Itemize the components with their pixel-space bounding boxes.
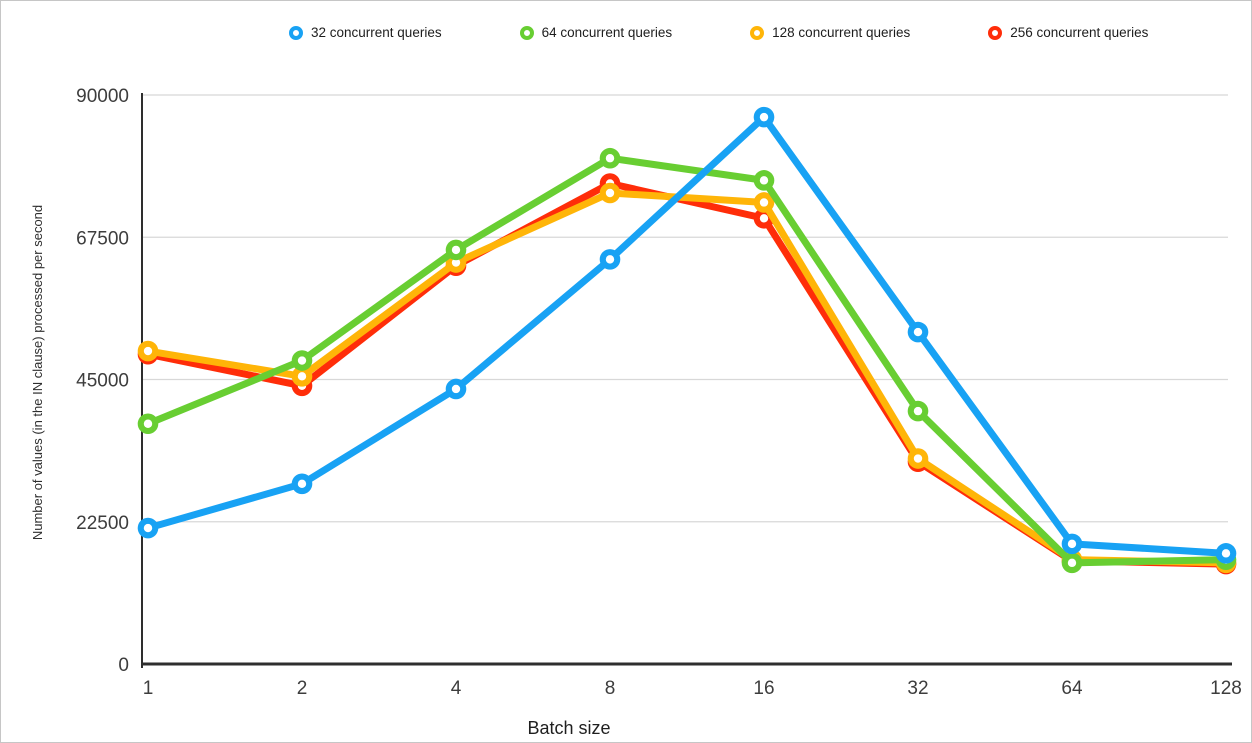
series-line bbox=[144, 113, 1230, 557]
x-tick-label: 32 bbox=[907, 678, 928, 699]
chart-legend: 32 concurrent queries 64 concurrent queri… bbox=[289, 25, 1148, 40]
legend-ring-icon bbox=[988, 25, 1003, 40]
x-tick-label: 64 bbox=[1061, 678, 1083, 699]
data-point-hole bbox=[143, 346, 153, 356]
legend-ring-icon bbox=[289, 25, 303, 40]
data-point-hole bbox=[605, 188, 615, 198]
data-point-hole bbox=[1067, 558, 1077, 568]
legend-item: 64 concurrent queries bbox=[519, 25, 673, 40]
legend-label: 256 concurrent queries bbox=[1010, 25, 1149, 40]
data-point-hole bbox=[1067, 539, 1077, 549]
data-point-hole bbox=[759, 198, 769, 207]
legend-label: 128 concurrent queries bbox=[772, 25, 911, 40]
y-tick-label: 22500 bbox=[76, 513, 129, 534]
x-tick-label: 4 bbox=[451, 678, 462, 699]
data-point-hole bbox=[451, 245, 461, 255]
data-point-hole bbox=[759, 112, 769, 122]
y-tick-label: 0 bbox=[118, 655, 129, 676]
data-point-hole bbox=[297, 372, 307, 381]
x-tick-label: 8 bbox=[605, 678, 616, 699]
data-point-hole bbox=[297, 479, 307, 489]
x-axis-title: Batch size bbox=[527, 718, 611, 738]
data-point-hole bbox=[143, 419, 153, 428]
series-line bbox=[144, 154, 1230, 567]
legend-ring-icon bbox=[519, 25, 534, 40]
series-line bbox=[144, 189, 1230, 567]
data-point-hole bbox=[913, 454, 923, 463]
x-tick-label: 128 bbox=[1210, 678, 1242, 699]
legend-label: 64 concurrent queries bbox=[541, 25, 673, 40]
data-point-hole bbox=[913, 406, 923, 416]
legend-item: 32 concurrent queries bbox=[289, 25, 442, 40]
data-point-hole bbox=[1221, 549, 1231, 558]
legend-ring-icon bbox=[750, 25, 765, 40]
legend-item: 256 concurrent queries bbox=[988, 25, 1148, 40]
data-point-hole bbox=[451, 384, 461, 394]
data-point-hole bbox=[605, 154, 615, 163]
data-point-hole bbox=[297, 356, 307, 365]
y-tick-label: 90000 bbox=[76, 86, 129, 107]
data-point-hole bbox=[759, 214, 769, 223]
x-tick-label: 1 bbox=[143, 678, 154, 699]
data-point-hole bbox=[913, 327, 923, 337]
data-point-hole bbox=[143, 523, 153, 533]
y-tick-label: 45000 bbox=[76, 371, 129, 392]
legend-item: 128 concurrent queries bbox=[750, 25, 910, 40]
data-point-hole bbox=[759, 176, 769, 185]
x-tick-label: 16 bbox=[753, 678, 774, 699]
data-point-hole bbox=[451, 258, 461, 267]
data-point-hole bbox=[605, 255, 615, 264]
legend-label: 32 concurrent queries bbox=[311, 25, 442, 40]
y-tick-label: 67500 bbox=[76, 228, 129, 249]
x-tick-label: 2 bbox=[297, 678, 308, 699]
